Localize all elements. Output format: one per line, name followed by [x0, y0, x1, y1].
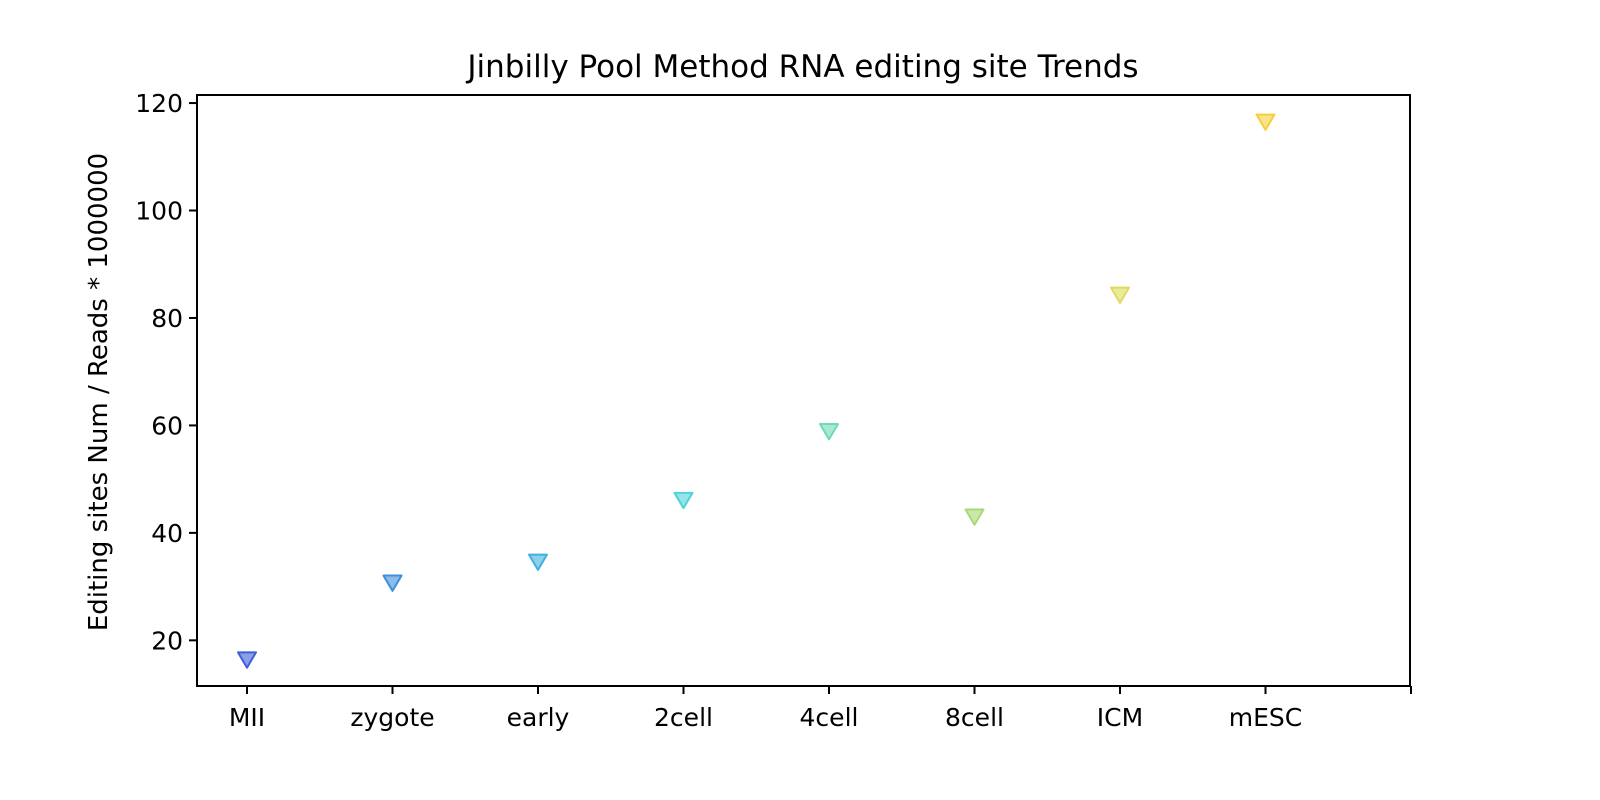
x-tick-label: 4cell: [800, 703, 859, 732]
data-point-mESC: [1255, 113, 1276, 131]
x-tick-label: ICM: [1097, 703, 1143, 732]
data-point-8cell: [964, 508, 985, 526]
data-points: [237, 113, 1276, 669]
data-point-4cell: [819, 423, 839, 441]
y-tick-label: 80: [151, 304, 183, 333]
y-axis-label: Editing sites Num / Reads * 1000000: [84, 153, 114, 631]
plot-area-frame: [196, 94, 1411, 687]
y-axis: 20 40 60 80 100 120: [135, 89, 197, 655]
y-tick-label: 60: [151, 411, 183, 440]
data-point-ICM: [1110, 286, 1130, 304]
x-tick-label: 8cell: [945, 703, 1004, 732]
data-point-early: [528, 553, 548, 571]
x-tick-label: MII: [229, 703, 265, 732]
y-tick-label: 120: [135, 89, 183, 118]
x-axis: MII zygote early 2cell 4cell 8cell ICM mESC: [229, 686, 1412, 732]
chart-title: Jinbilly Pool Method RNA editing site Tr…: [465, 49, 1138, 85]
data-point-MII: [237, 651, 257, 669]
x-tick-label: early: [507, 703, 570, 732]
y-tick-label: 20: [151, 626, 183, 655]
x-tick-label: zygote: [350, 703, 434, 732]
y-tick-label: 100: [135, 197, 183, 226]
x-tick-label: 2cell: [654, 703, 713, 732]
x-tick-label: mESC: [1229, 703, 1302, 732]
data-point-zygote: [382, 574, 403, 592]
data-point-2cell: [673, 491, 694, 510]
y-tick-label: 40: [151, 519, 183, 548]
